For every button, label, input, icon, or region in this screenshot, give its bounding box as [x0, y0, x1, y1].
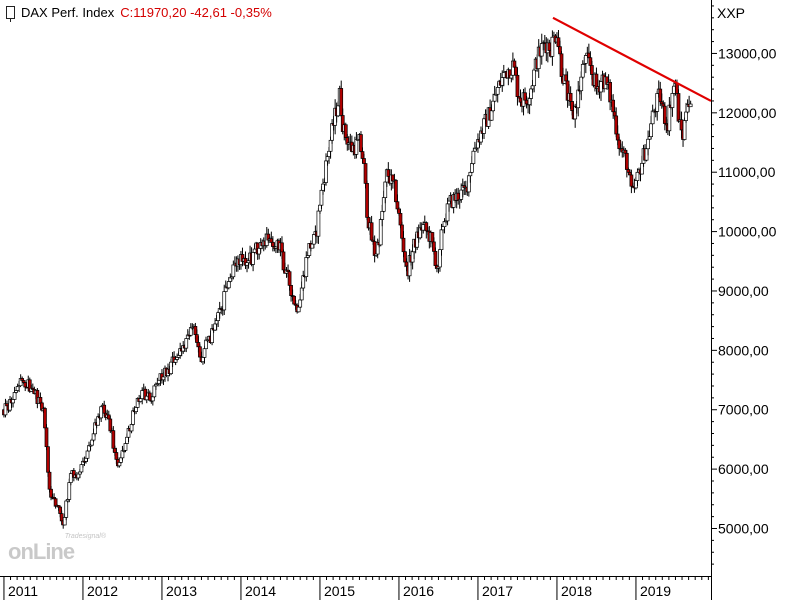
candle-body: [362, 158, 366, 164]
candle-body: [433, 251, 438, 266]
candle: [44, 424, 49, 451]
candle-body: [251, 252, 255, 265]
candle-body: [222, 291, 227, 311]
y-tick-label: 9000,00: [718, 283, 769, 299]
quote-readout: C:11970,20 -42,61 -0,35%: [120, 5, 272, 20]
y-tick-label: 10000,00: [718, 224, 777, 240]
x-tick-label: 2014: [245, 583, 276, 599]
candle-body: [624, 152, 629, 170]
candle-body: [688, 103, 693, 108]
candle-body: [336, 105, 341, 117]
candle-body: [363, 163, 368, 184]
chart-header: DAX Perf. Index C:11970,20 -42,61 -0,35%: [6, 5, 272, 22]
candle-body: [471, 150, 476, 164]
axes-layer: [0, 0, 712, 600]
watermark-big: onLine: [8, 539, 75, 564]
axis-unit-label: XXP: [717, 5, 746, 21]
candle-body: [298, 299, 303, 308]
candle: [624, 150, 629, 178]
x-tick-label: 2012: [87, 583, 118, 599]
candle-body: [635, 171, 640, 181]
candle-body: [111, 430, 116, 449]
candle-body: [365, 183, 369, 218]
candle-body: [590, 65, 594, 75]
y-axis-ticks: 5000,00 6000,00 7000,00 8000,00 9000,00 10000…: [711, 5, 777, 565]
y-tick-label: 7000,00: [718, 402, 769, 418]
candle: [688, 100, 693, 108]
y-tick-label: 8000,00: [718, 342, 769, 358]
candle-body: [64, 500, 69, 518]
candle-body: [491, 100, 495, 112]
x-tick-label: 2011: [8, 583, 38, 599]
candle-body: [550, 36, 555, 57]
candle-body: [316, 210, 321, 237]
candle-body: [184, 338, 189, 349]
candle-body: [123, 443, 128, 451]
x-tick-label: 2019: [640, 583, 671, 599]
candle: [210, 324, 214, 346]
candle-body: [68, 473, 73, 483]
candle-body: [202, 348, 207, 358]
candle-body: [646, 138, 650, 150]
x-tick-label: 2013: [166, 583, 197, 599]
candle-body: [401, 237, 406, 253]
x-tick-label: 2017: [482, 583, 513, 599]
candle: [365, 180, 369, 221]
candle: [301, 270, 306, 291]
y-tick-label: 5000,00: [718, 520, 769, 536]
candle-body: [11, 399, 15, 404]
x-axis-ticks: 2011 2012 2013 2014 2015 2016 2017 2018 2019: [3, 576, 709, 600]
y-tick-label: 13000,00: [718, 45, 777, 61]
candle-body: [46, 446, 50, 473]
candle: [583, 53, 588, 74]
candle-body: [579, 76, 584, 92]
trendline-layer: [552, 16, 712, 102]
resistance-trendline: [552, 16, 712, 102]
candle-body: [532, 69, 537, 87]
candle-body: [495, 87, 500, 95]
candle-body: [354, 139, 359, 155]
candle: [251, 251, 255, 272]
candle: [204, 336, 208, 350]
candle-body: [287, 271, 292, 286]
candlestick-series: [2, 29, 693, 529]
candle-body: [649, 123, 653, 138]
y-tick-label: 12000,00: [718, 105, 777, 121]
candle: [53, 497, 58, 509]
candle-body: [580, 63, 585, 78]
x-tick-label: 2018: [561, 583, 592, 599]
candle: [650, 104, 655, 125]
x-tick-label: 2015: [324, 583, 355, 599]
tradesignal-logo: Tradesignal® onLine: [8, 533, 106, 565]
watermark-small: Tradesignal®: [64, 533, 106, 540]
candle-body: [515, 74, 520, 97]
y-tick-label: 11000,00: [718, 164, 776, 180]
candle-icon: [6, 6, 15, 22]
x-tick-label: 2016: [403, 583, 434, 599]
candle-body: [304, 257, 309, 277]
candle: [536, 39, 541, 78]
candle-body: [140, 390, 145, 399]
candle-body: [44, 427, 49, 448]
candle-body: [583, 55, 588, 64]
candle-body: [252, 248, 257, 253]
candle-body: [85, 450, 90, 459]
instrument-name: DAX Perf. Index: [21, 5, 115, 20]
candle: [64, 499, 69, 521]
candle-body: [568, 92, 573, 102]
y-tick-label: 6000,00: [718, 461, 769, 477]
candle-body: [682, 120, 687, 140]
